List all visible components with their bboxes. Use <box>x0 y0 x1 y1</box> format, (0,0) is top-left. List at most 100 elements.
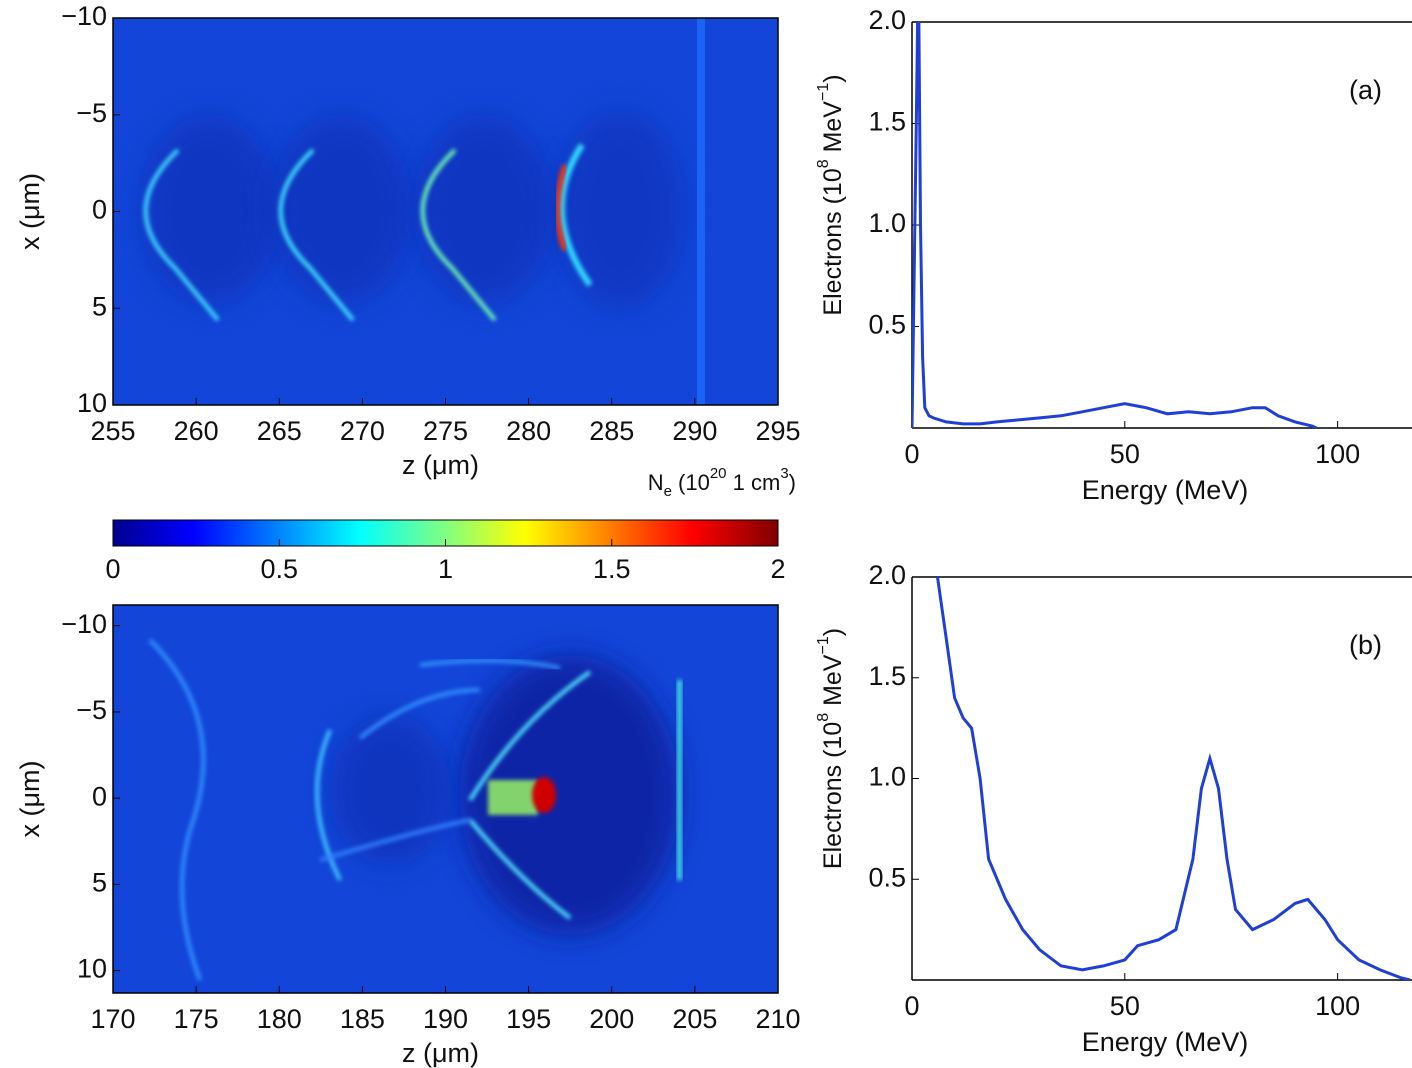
x-tick-label: 260 <box>174 416 219 446</box>
spectrum-line <box>912 22 1318 428</box>
colorbar-label-part: 20 <box>710 465 727 482</box>
y-axis-label: x (μm) <box>15 173 45 250</box>
plasma-edge <box>697 18 705 405</box>
density-spike <box>278 148 355 322</box>
y-axis-label: Electrons (108 MeV−1) <box>815 628 846 869</box>
x-tick-label: 0 <box>904 439 919 469</box>
x-tick-label: 210 <box>755 1004 800 1034</box>
wake-cavity <box>414 115 554 305</box>
colorbar-tick-label: 1 <box>438 554 453 584</box>
density-peak <box>555 164 568 251</box>
colorbar-label-part: (10 <box>672 470 710 495</box>
heatmap-texture <box>148 638 682 981</box>
wake-cavity <box>272 115 412 305</box>
x-tick-label: 285 <box>589 416 634 446</box>
colorbar-label-part: ) <box>789 470 796 495</box>
x-axis-label: Energy (MeV) <box>1082 475 1249 505</box>
x-tick-label: 295 <box>755 416 800 446</box>
annotation: (b) <box>1349 630 1382 660</box>
annotation: (a) <box>1349 75 1382 105</box>
y-tick-label: 0 <box>92 781 107 811</box>
x-axis-label: z (μm) <box>402 450 479 480</box>
density-spike <box>143 148 220 322</box>
x-tick-label: 175 <box>174 1004 219 1034</box>
x-tick-label: 280 <box>506 416 551 446</box>
y-axis-label-part: ) <box>819 74 847 82</box>
x-tick-label: 100 <box>1315 991 1360 1021</box>
x-tick-label: 290 <box>672 416 717 446</box>
x-tick-label: 190 <box>423 1004 468 1034</box>
x-tick-label: 275 <box>423 416 468 446</box>
y-axis-label-part: ) <box>819 628 847 636</box>
y-axis-label: Electrons (108 MeV−1) <box>815 74 846 315</box>
y-axis-label-part: −1 <box>815 83 832 101</box>
y-tick-label: 0 <box>92 195 107 225</box>
y-tick-label: 10 <box>77 388 107 418</box>
y-axis-label-part: MeV <box>819 654 847 713</box>
colorbar-label-part: 1 cm <box>727 470 781 495</box>
beam-core <box>532 777 556 813</box>
y-tick-label: 0.5 <box>868 310 906 340</box>
colorbar-label-part: 3 <box>780 465 788 482</box>
y-tick-label: 2.0 <box>868 560 906 590</box>
density-spike <box>468 818 572 920</box>
density-spike <box>319 818 471 862</box>
wake-cavity <box>140 115 280 305</box>
y-tick-label: 1.0 <box>868 762 906 792</box>
y-tick-label: 5 <box>92 867 107 897</box>
density-spike <box>315 729 342 881</box>
wake-cavity <box>460 655 680 935</box>
y-tick-label: 1.5 <box>868 107 906 137</box>
density-spike <box>148 638 206 981</box>
density-spike <box>358 688 481 740</box>
y-axis-label-part: 8 <box>815 159 832 168</box>
x-axis-label: z (μm) <box>402 1038 479 1068</box>
y-axis-label-part: Electrons (10 <box>819 722 847 869</box>
x-tick-label: 270 <box>340 416 385 446</box>
density-spike <box>420 148 497 322</box>
colorbar-label-part: N <box>648 470 664 495</box>
colorbar-tick-label: 2 <box>770 554 785 584</box>
x-tick-label: 195 <box>506 1004 551 1034</box>
x-tick-label: 100 <box>1315 439 1360 469</box>
y-axis-label-part: −1 <box>815 636 832 654</box>
wake-cavity <box>330 715 450 865</box>
x-tick-label: 265 <box>257 416 302 446</box>
x-tick-label: 50 <box>1110 991 1140 1021</box>
y-tick-label: −5 <box>76 98 107 128</box>
x-tick-label: 200 <box>589 1004 634 1034</box>
y-tick-label: 2.0 <box>868 5 906 35</box>
x-tick-label: 0 <box>904 991 919 1021</box>
plasma-edge <box>677 680 682 880</box>
colorbar-label-part: e <box>664 483 672 500</box>
wake-cavity <box>555 110 685 310</box>
colorbar-tick-label: 0.5 <box>260 554 298 584</box>
y-tick-label: −5 <box>76 695 107 725</box>
heatmap-texture <box>140 18 705 405</box>
density-spike <box>468 670 592 802</box>
y-axis-label-part: 8 <box>815 713 832 722</box>
spectrum-line <box>936 577 1411 980</box>
colorbar-label: Ne (1020 1 cm3) <box>648 465 796 500</box>
x-tick-label: 50 <box>1110 439 1140 469</box>
y-tick-label: 0.5 <box>868 862 906 892</box>
colorbar-tick-label: 1.5 <box>593 554 631 584</box>
density-spike <box>419 658 561 670</box>
y-tick-label: 1.0 <box>868 208 906 238</box>
x-tick-label: 170 <box>90 1004 135 1034</box>
density-spike <box>558 143 593 287</box>
x-tick-label: 205 <box>672 1004 717 1034</box>
y-axis-label: x (μm) <box>15 760 45 837</box>
y-tick-label: 5 <box>92 291 107 321</box>
x-tick-label: 255 <box>90 416 135 446</box>
x-tick-label: 185 <box>340 1004 385 1034</box>
y-tick-label: −10 <box>61 1 107 31</box>
y-axis-label-part: MeV <box>819 101 847 160</box>
y-axis-label-part: Electrons (10 <box>819 168 847 315</box>
x-axis-label: Energy (MeV) <box>1082 1027 1249 1057</box>
y-tick-label: −10 <box>61 609 107 639</box>
y-tick-label: 10 <box>77 954 107 984</box>
beam <box>488 780 538 815</box>
x-tick-label: 180 <box>257 1004 302 1034</box>
